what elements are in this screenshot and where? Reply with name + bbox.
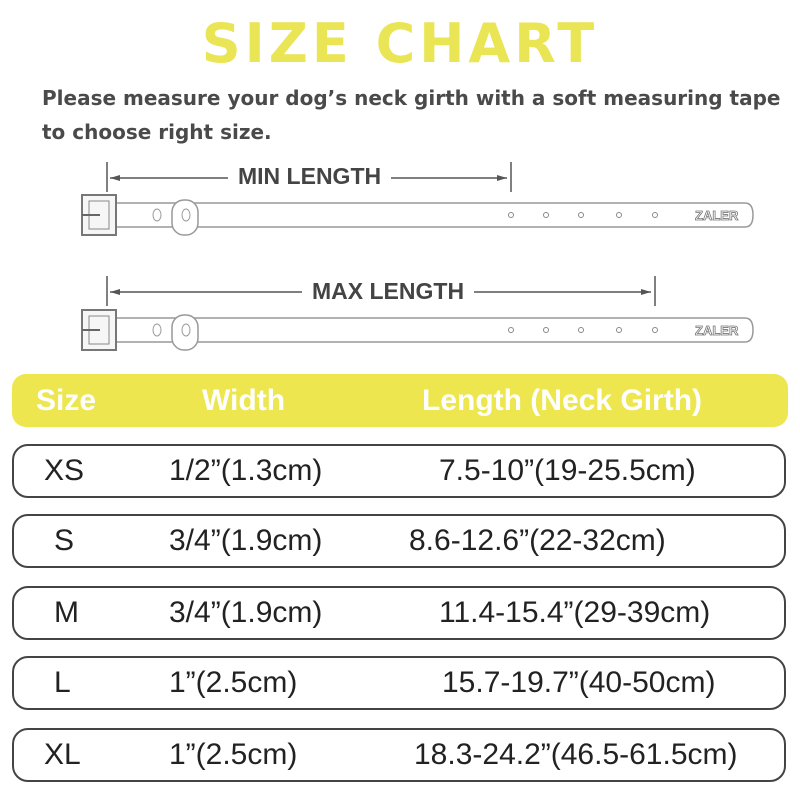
table-row: M 3/4”(1.9cm) 11.4-15.4”(29-39cm): [12, 586, 786, 640]
table-row: L 1”(2.5cm) 15.7-19.7”(40-50cm): [12, 656, 786, 710]
header-length: Length (Neck Girth): [422, 383, 703, 417]
cell-length: 8.6-12.6”(22-32cm): [409, 524, 666, 557]
min-length-label: MIN LENGTH: [228, 163, 392, 190]
cell-length: 7.5-10”(19-25.5cm): [439, 454, 696, 487]
intro-line-1: Please measure your dog’s neck girth wit…: [42, 86, 781, 110]
table-row: XL 1”(2.5cm) 18.3-24.2”(46.5-61.5cm): [12, 728, 786, 782]
cell-width: 1/2”(1.3cm): [169, 454, 323, 487]
d-ring-icon: [171, 314, 199, 351]
cell-width: 1”(2.5cm): [169, 738, 298, 771]
cell-size: XL: [44, 738, 81, 771]
collar-diagram: ZALER ZALER: [81, 162, 754, 351]
max-length-label: MAX LENGTH: [302, 278, 475, 305]
cell-size: M: [54, 596, 79, 629]
collar-min: ZALER: [81, 194, 754, 236]
cell-length: 18.3-24.2”(46.5-61.5cm): [414, 738, 738, 771]
header-size: Size: [36, 383, 97, 417]
cell-width: 3/4”(1.9cm): [169, 524, 323, 557]
svg-text:ZALER: ZALER: [695, 208, 739, 223]
table-header: Size Width Length (Neck Girth): [12, 374, 788, 427]
table-row: XS 1/2”(1.3cm) 7.5-10”(19-25.5cm): [12, 444, 786, 498]
cell-length: 15.7-19.7”(40-50cm): [442, 666, 716, 699]
cell-size: XS: [44, 454, 85, 487]
cell-size: L: [54, 666, 71, 699]
cell-width: 1”(2.5cm): [169, 666, 298, 699]
header-width: Width: [202, 383, 286, 417]
cell-length: 11.4-15.4”(29-39cm): [439, 596, 711, 629]
cell-size: S: [54, 524, 75, 557]
svg-text:ZALER: ZALER: [695, 323, 739, 338]
d-ring-icon: [171, 199, 199, 236]
table-row: S 3/4”(1.9cm) 8.6-12.6”(22-32cm): [12, 514, 786, 568]
intro-line-2: to choose right size.: [42, 120, 272, 144]
page-title: SIZE CHART: [201, 12, 599, 75]
collar-max: ZALER: [81, 309, 754, 351]
cell-width: 3/4”(1.9cm): [169, 596, 323, 629]
